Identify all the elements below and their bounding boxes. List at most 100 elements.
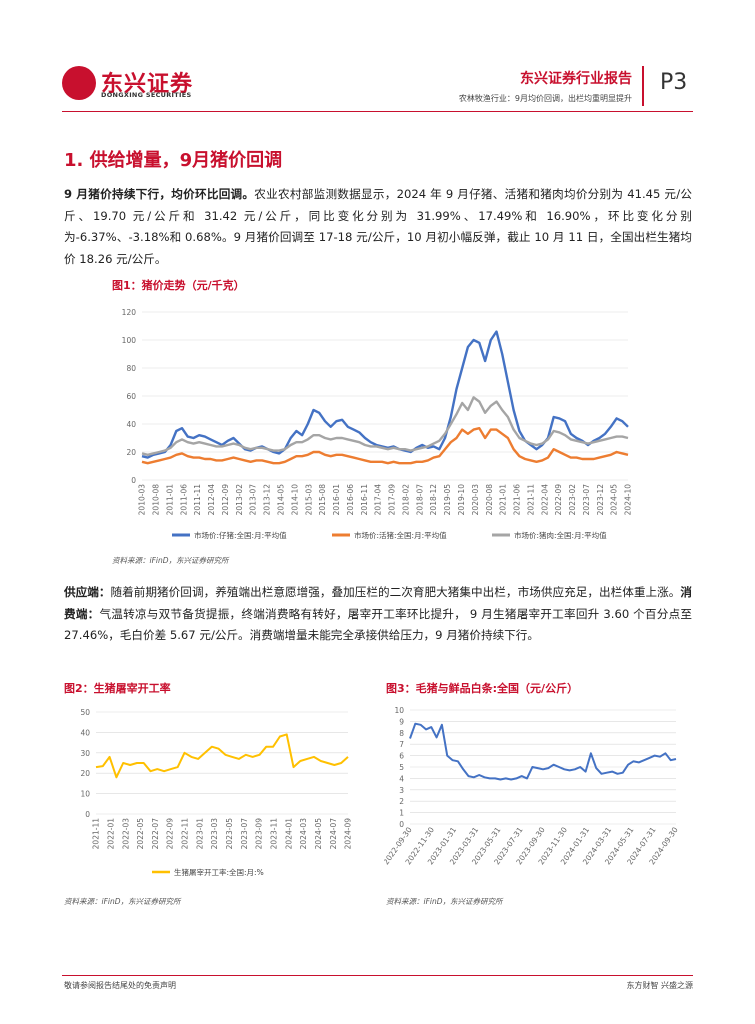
fig2-title: 图2：生猪屠宰开工率 (64, 682, 171, 695)
x-tick-label: 2024-05 (610, 484, 619, 516)
section-title: 1. 供给增量，9月猪价回调 (64, 150, 283, 171)
fig2-source: 资料来源：iFinD，东兴证券研究所 (64, 897, 181, 906)
x-tick-label: 2023-02 (568, 484, 577, 516)
x-tick-label: 2017-09 (388, 484, 397, 516)
x-tick-label: 2011-01 (165, 484, 174, 516)
header-divider (642, 66, 644, 106)
x-tick-label: 2011-06 (179, 484, 188, 516)
x-tick-label: 2019-10 (457, 484, 466, 516)
y-tick-label: 10 (80, 790, 90, 799)
x-tick-label: 2016-06 (346, 484, 355, 516)
fig2-chart: 0 10 20 30 40 50 2021-11 2022-01 2022-03 2022-05 2… (80, 708, 353, 877)
x-tick-label: 2023-01 (195, 818, 204, 850)
y-tick-label: 40 (80, 728, 90, 737)
y-tick-label: 5 (399, 763, 404, 772)
supply-lead: 供应端： (64, 585, 111, 599)
series-line (141, 426, 629, 465)
x-tick-label: 2016-01 (332, 484, 341, 516)
company-logo-icon (62, 66, 96, 100)
x-tick-label: 2014-10 (290, 484, 299, 516)
fig1-chart: 0 20 40 60 80 100 120 2010-03 2010-08 2011-01 2011… (122, 308, 633, 540)
x-tick-label: 2018-07 (415, 484, 424, 516)
y-tick-label: 100 (122, 336, 137, 345)
y-tick-label: 10 (394, 706, 404, 715)
fig1-source: 资料来源：iFinD，东兴证券研究所 (112, 556, 229, 565)
x-tick-label: 2022-07 (151, 818, 160, 850)
y-tick-label: 20 (80, 769, 90, 778)
series-line (141, 396, 629, 457)
supply-body: 随着前期猪价回调，养殖端出栏意愿增强，叠加压栏的二次育肥大猪集中出栏，市场供应充… (110, 585, 681, 599)
paragraph-price: 9 月猪价持续下行，均价环比回调。农业农村部监测数据显示，2024 年 9 月仔… (64, 184, 692, 270)
y-tick-label: 4 (399, 774, 404, 783)
y-tick-label: 0 (85, 810, 90, 819)
y-tick-label: 60 (126, 392, 136, 401)
x-tick-label: 2024-05 (314, 818, 323, 850)
paragraph-supply-demand: 供应端：随着前期猪价回调，养殖端出栏意愿增强，叠加压栏的二次育肥大猪集中出栏，市… (64, 582, 692, 647)
y-tick-label: 120 (122, 308, 137, 317)
legend-label: 生猪屠宰开工率:全国:月:% (174, 867, 264, 877)
y-tick-label: 30 (80, 749, 90, 758)
x-tick-label: 2010-03 (138, 484, 147, 516)
y-tick-label: 0 (131, 476, 136, 485)
report-subtitle: 农林牧渔行业：9月均价回调，出栏均重明显提升 (458, 94, 632, 103)
x-tick-label: 2014-05 (276, 484, 285, 516)
x-tick-label: 2022-09 (554, 484, 563, 516)
x-tick-label: 2023-07 (240, 818, 249, 850)
x-tick-label: 2023-09 (255, 818, 264, 850)
x-tick-label: 2011-11 (193, 484, 202, 516)
y-tick-label: 0 (399, 820, 404, 829)
x-tick-label: 2024-10 (624, 484, 633, 516)
y-tick-label: 6 (399, 752, 404, 761)
x-tick-label: 2013-02 (235, 484, 244, 516)
footer-rule (62, 975, 693, 976)
fig1-title: 图1：猪价走势（元/千克） (112, 279, 245, 292)
y-tick-label: 2 (399, 797, 404, 806)
x-tick-label: 2021-06 (513, 484, 522, 516)
footer-slogan: 东方财智 兴盛之源 (626, 981, 693, 990)
x-tick-label: 2022-09 (166, 818, 175, 850)
x-tick-label: 2013-07 (249, 484, 258, 516)
y-tick-label: 3 (399, 786, 404, 795)
x-tick-label: 2022-03 (121, 818, 130, 850)
x-tick-label: 2023-11 (270, 818, 279, 850)
logo-en: DONGXING SECURITIES (101, 91, 192, 99)
header-rule (62, 111, 693, 112)
x-tick-label: 2022-11 (181, 818, 190, 850)
y-tick-label: 20 (126, 448, 136, 457)
y-tick-label: 7 (399, 740, 404, 749)
y-tick-label: 40 (126, 420, 136, 429)
y-tick-label: 8 (399, 729, 404, 738)
x-tick-label: 2023-05 (225, 818, 234, 850)
x-tick-label: 2022-01 (106, 818, 115, 850)
report-title: 东兴证券行业报告 (520, 71, 632, 87)
x-tick-label: 2019-05 (443, 484, 452, 516)
demand-body: 气温转凉与双节备货提振，终端消费略有转好，屠宰开工率环比提升， 9 月生猪屠宰开… (64, 606, 692, 643)
page-number: P3 (660, 70, 688, 95)
x-tick-label: 2012-04 (207, 484, 216, 516)
x-tick-label: 2016-11 (360, 484, 369, 516)
y-tick-label: 1 (399, 809, 404, 818)
x-tick-label: 2024-09 (344, 818, 353, 850)
y-tick-label: 50 (80, 708, 90, 717)
x-tick-label: 2024-01 (284, 818, 293, 850)
x-tick-label: 2024-03 (299, 818, 308, 850)
fig3-chart: 0123456789102022-09-302022-11-302023-01-… (384, 706, 680, 866)
x-tick-label: 2021-11 (526, 484, 535, 516)
x-tick-label: 2022-05 (136, 818, 145, 850)
x-tick-label: 2015-03 (304, 484, 313, 516)
demand-lead: 消费端： (64, 585, 692, 621)
x-tick-label: 2013-12 (263, 484, 272, 516)
x-tick-label: 2015-08 (318, 484, 327, 516)
x-tick-label: 2023-07 (582, 484, 591, 516)
x-tick-label: 2024-07 (329, 818, 338, 850)
footer-disclaimer: 敬请参阅报告结尾处的免责声明 (64, 981, 176, 990)
x-tick-label: 2023-03 (210, 818, 219, 850)
logo-cn: 东兴证券 (101, 72, 194, 97)
series-line (95, 733, 349, 779)
fig3-title: 图3：毛猪与鲜品白条:全国（元/公斤） (386, 682, 579, 695)
series-line (141, 330, 629, 459)
x-tick-label: 2012-09 (221, 484, 230, 516)
x-tick-label: 2010-08 (152, 484, 161, 516)
paragraph-price-lead: 9 月猪价持续下行，均价环比回调。 (64, 187, 255, 201)
series-line (409, 722, 677, 781)
